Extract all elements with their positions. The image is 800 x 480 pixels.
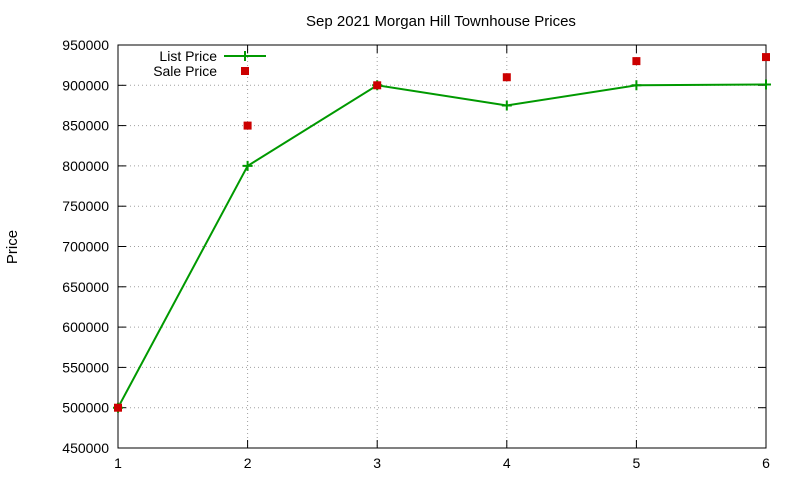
data-point-list-price — [761, 79, 771, 90]
data-point-sale-price — [243, 121, 252, 130]
x-tick-label: 4 — [503, 455, 511, 471]
axes: 450000 500000 550000 600000 650000 700000 7500… — [62, 37, 770, 471]
x-tick-label: 3 — [373, 455, 381, 471]
y-tick-label: 650000 — [62, 279, 109, 295]
legend-marker-sale-price — [241, 67, 249, 75]
y-tick-label: 450000 — [62, 440, 109, 456]
y-tick-label: 550000 — [62, 359, 109, 375]
y-tick-label: 800000 — [62, 158, 109, 174]
legend-label-sale-price: Sale Price — [153, 63, 217, 79]
data-point-list-price — [631, 80, 642, 91]
y-tick-label: 700000 — [62, 239, 109, 255]
legend-label-list-price: List Price — [159, 48, 217, 64]
x-tick-label: 1 — [114, 455, 122, 471]
data-point-sale-price — [632, 57, 641, 66]
data-point-list-price — [501, 100, 512, 111]
plot-frame — [117, 44, 767, 449]
x-tick-label: 5 — [633, 455, 641, 471]
x-tick-label: 2 — [244, 455, 252, 471]
y-tick-label: 950000 — [62, 37, 109, 53]
x-tick-label: 6 — [762, 455, 770, 471]
chart-title: Sep 2021 Morgan Hill Townhouse Prices — [306, 13, 576, 30]
data-point-sale-price — [762, 53, 770, 62]
data-point-sale-price — [114, 403, 122, 412]
y-tick-label: 600000 — [62, 319, 109, 335]
data-point-sale-price — [373, 81, 382, 90]
data-point-sale-price — [502, 73, 511, 82]
series-line-list-price — [117, 83, 767, 409]
data-point-list-price — [242, 160, 253, 171]
y-tick-label: 750000 — [62, 198, 109, 214]
y-tick-label: 850000 — [62, 118, 109, 134]
legend-marker-list-price — [240, 51, 250, 61]
series — [113, 53, 771, 413]
legend: List Price Sale Price — [153, 48, 266, 79]
y-tick-label: 900000 — [62, 77, 109, 93]
grid-lines — [118, 45, 766, 448]
y-tick-label: 500000 — [62, 400, 109, 416]
y-axis-label: Price — [4, 230, 21, 264]
